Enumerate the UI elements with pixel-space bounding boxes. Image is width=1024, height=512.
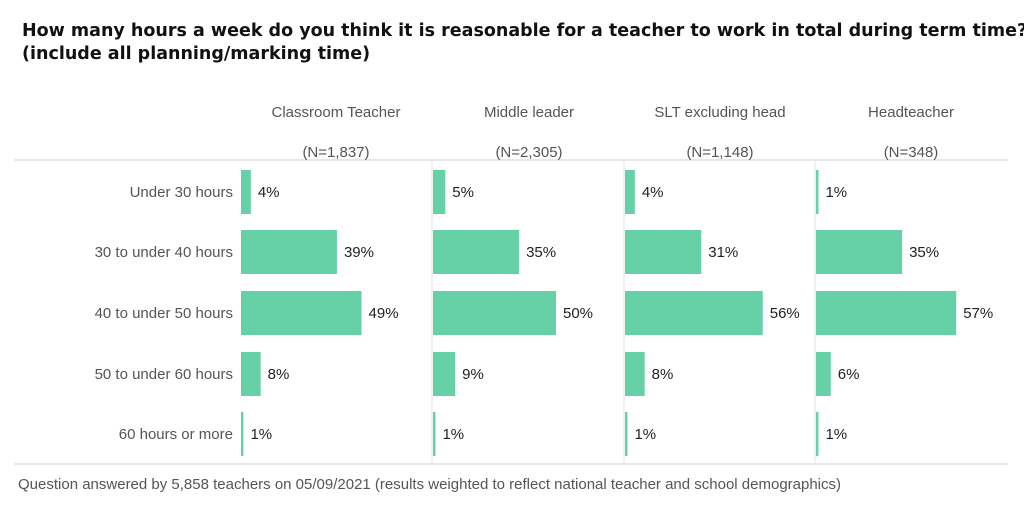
chart-title-line-2: (include all planning/marking time) (22, 44, 371, 64)
chart-footnote: Question answered by 5,858 teachers on 0… (18, 476, 842, 493)
panel-n-label: (N=1,837) (302, 144, 369, 161)
bar (625, 352, 645, 396)
data-label: 35% (526, 244, 556, 261)
category-label: 50 to under 60 hours (95, 366, 233, 383)
data-label: 1% (825, 184, 847, 201)
bar (433, 352, 456, 396)
panel-n-label: (N=1,148) (686, 144, 753, 161)
bar (241, 230, 337, 274)
bar (625, 291, 763, 335)
bar (625, 412, 628, 456)
panel-n-label: (N=2,305) (495, 144, 562, 161)
data-label: 9% (462, 366, 484, 383)
bar (433, 230, 520, 274)
data-label: 50% (563, 305, 593, 322)
data-label: 1% (825, 426, 847, 443)
category-label: 30 to under 40 hours (95, 244, 233, 261)
bar (816, 412, 819, 456)
data-label: 4% (258, 184, 280, 201)
bar (816, 291, 957, 335)
bar (241, 291, 362, 335)
data-label: 5% (452, 184, 474, 201)
bar (241, 412, 244, 456)
data-label: 39% (344, 244, 374, 261)
data-label: 56% (770, 305, 800, 322)
data-label: 49% (369, 305, 399, 322)
data-label: 1% (250, 426, 272, 443)
bar (816, 352, 831, 396)
data-label: 8% (652, 366, 674, 383)
bar (816, 230, 903, 274)
data-label: 57% (963, 305, 993, 322)
panel-header: SLT excluding head (654, 104, 785, 121)
bar (625, 230, 702, 274)
data-label: 35% (909, 244, 939, 261)
data-label: 6% (838, 366, 860, 383)
chart-title-line-1: How many hours a week do you think it is… (22, 21, 1024, 41)
data-label: 4% (642, 184, 664, 201)
category-label: 60 hours or more (119, 426, 233, 443)
chart-title: How many hours a week do you think it is… (22, 20, 1024, 66)
data-label: 31% (708, 244, 738, 261)
bar (816, 170, 819, 214)
data-label: 8% (268, 366, 290, 383)
panel-header: Headteacher (868, 104, 954, 121)
panel-header: Classroom Teacher (272, 104, 401, 121)
bar (241, 170, 251, 214)
bar (433, 412, 436, 456)
panel-header: Middle leader (484, 104, 574, 121)
category-label: 40 to under 50 hours (95, 305, 233, 322)
bar (241, 352, 261, 396)
bar (433, 291, 556, 335)
panel-n-label: (N=348) (884, 144, 939, 161)
data-label: 1% (634, 426, 656, 443)
bar (433, 170, 446, 214)
category-label: Under 30 hours (130, 184, 233, 201)
bar (625, 170, 635, 214)
data-label: 1% (442, 426, 464, 443)
